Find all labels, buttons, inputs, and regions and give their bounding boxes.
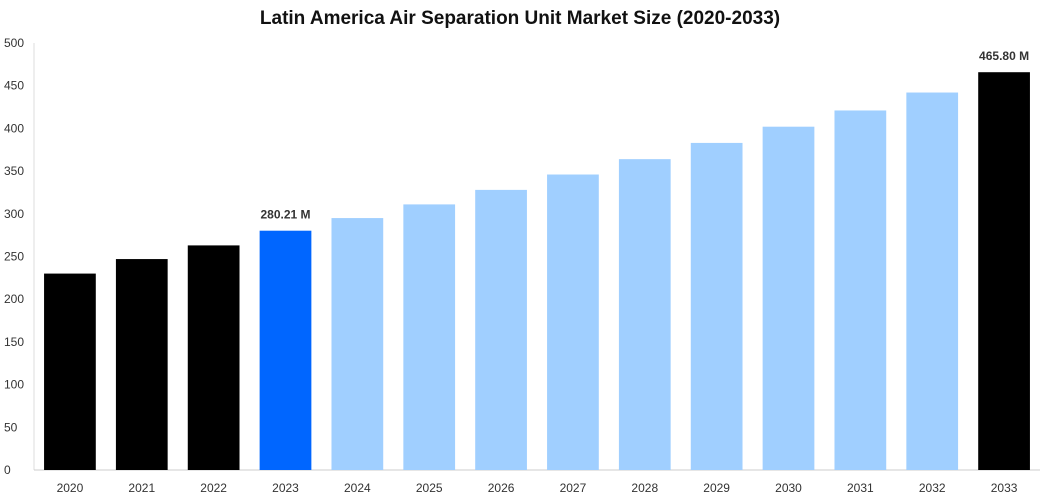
bar-2027 [547, 174, 599, 471]
x-tick-label: 2031 [847, 481, 874, 495]
bar-2028 [618, 159, 671, 471]
x-tick-label: 2033 [991, 481, 1018, 495]
data-label-2023: 280.21 M [260, 208, 310, 222]
y-tick-label: 450 [4, 79, 24, 93]
y-tick-label: 50 [4, 420, 18, 434]
y-tick-label: 300 [4, 207, 24, 221]
x-tick-label: 2025 [416, 481, 443, 495]
x-tick-label: 2029 [703, 481, 730, 495]
x-tick-label: 2026 [488, 481, 515, 495]
y-tick-label: 350 [4, 164, 24, 178]
bar-2023 [259, 230, 312, 470]
y-tick-label: 500 [4, 36, 24, 50]
bar-2033 [978, 72, 1030, 471]
x-tick-label: 2020 [57, 481, 84, 495]
x-tick-label: 2024 [344, 481, 371, 495]
y-tick-label: 150 [4, 335, 24, 349]
x-tick-label: 2028 [631, 481, 658, 495]
y-tick-label: 250 [4, 250, 24, 264]
chart-axes: 0 50 100 150 200 250 300 350 400 450 500 [4, 36, 1040, 477]
x-tick-label: 2032 [919, 481, 946, 495]
chart-bars [44, 72, 1030, 471]
y-tick-label: 0 [4, 463, 11, 477]
x-tick-label: 2023 [272, 481, 299, 495]
y-tick-label: 100 [4, 378, 24, 392]
chart-labels: 2020 2021 2022 2023 2024 2025 2026 2027 2028 2029… [57, 49, 1030, 495]
x-tick-label: 2027 [560, 481, 587, 495]
bar-2021 [115, 259, 168, 470]
bar-2020 [44, 273, 96, 470]
data-label-2033: 465.80 M [979, 49, 1029, 63]
x-tick-label: 2021 [128, 481, 155, 495]
y-tick-label: 400 [4, 121, 24, 135]
bar-2022 [187, 245, 240, 470]
bar-2031 [834, 110, 887, 470]
chart-title: Latin America Air Separation Unit Market… [259, 8, 781, 29]
bar-2025 [403, 204, 456, 470]
bar-2029 [690, 142, 743, 470]
bar-2024 [331, 218, 384, 470]
x-tick-label: 2030 [775, 481, 802, 495]
x-tick-label: 2022 [200, 481, 227, 495]
bar-2026 [475, 189, 527, 470]
bar-2030 [762, 126, 815, 470]
bar-2032 [906, 92, 959, 471]
y-tick-label: 200 [4, 292, 24, 306]
